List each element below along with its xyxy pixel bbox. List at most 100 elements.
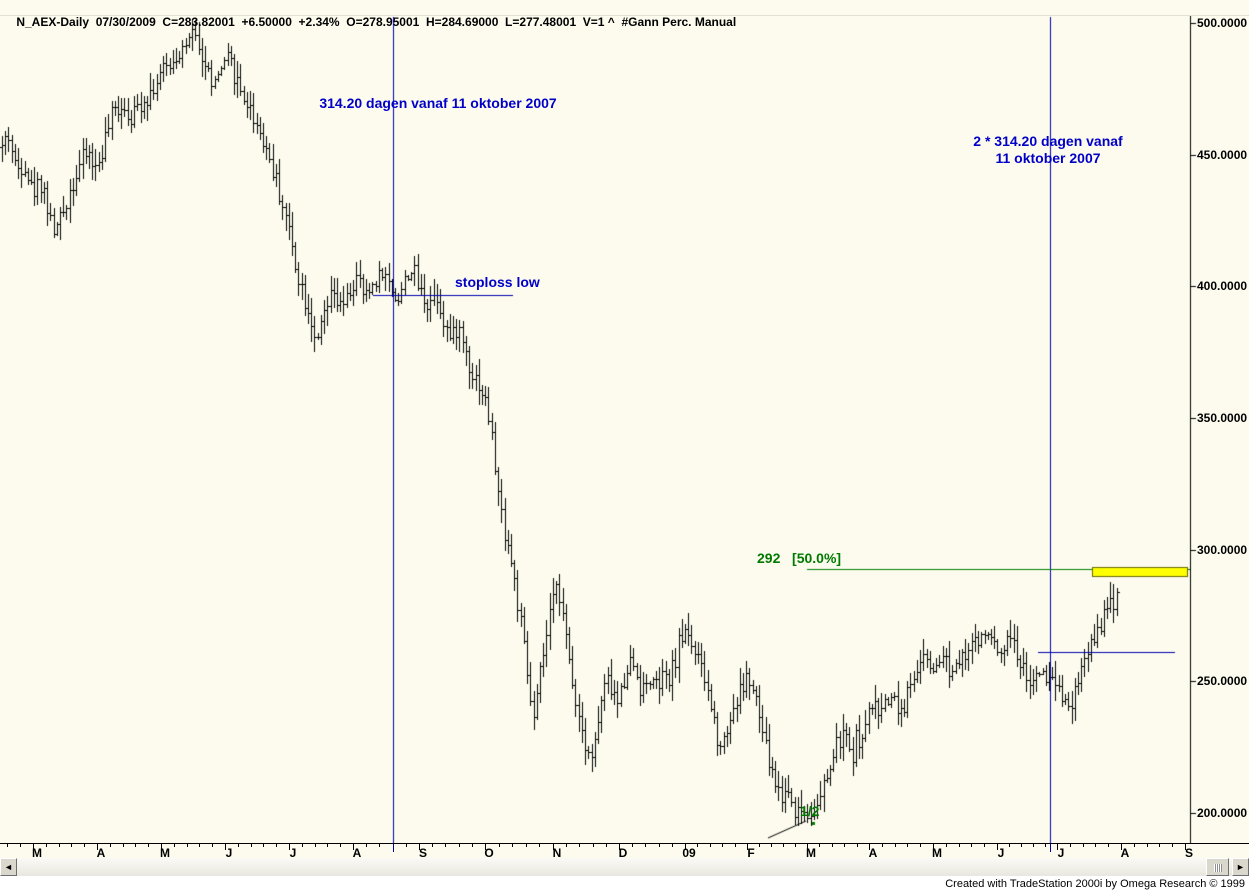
retracement-annotation[interactable]: 292 [50.0%] bbox=[757, 550, 842, 566]
major-tick bbox=[747, 844, 748, 850]
scrollbar-thumb[interactable] bbox=[1206, 858, 1229, 876]
price-axis-label: 300.0000 bbox=[1197, 543, 1248, 557]
scroll-left-button[interactable]: ◄ bbox=[0, 858, 17, 876]
minor-tick bbox=[263, 844, 264, 847]
minor-tick bbox=[1045, 844, 1046, 847]
minor-tick bbox=[539, 844, 540, 847]
time-axis-label: N bbox=[552, 846, 562, 860]
minor-tick bbox=[1134, 844, 1135, 847]
time-axis-label: J bbox=[1057, 846, 1065, 860]
time-axis-label: A bbox=[868, 846, 878, 860]
scrollbar-grip-icon bbox=[1214, 864, 1222, 872]
minor-tick bbox=[579, 844, 580, 847]
price-axis-label: 350.0000 bbox=[1197, 411, 1248, 425]
major-tick bbox=[933, 844, 934, 850]
minor-tick bbox=[1009, 844, 1010, 847]
minor-tick bbox=[123, 844, 124, 847]
minor-tick bbox=[771, 844, 772, 847]
minor-tick bbox=[907, 844, 908, 847]
minor-tick bbox=[187, 844, 188, 847]
minor-tick bbox=[959, 844, 960, 847]
minor-tick bbox=[526, 844, 527, 847]
minor-tick bbox=[1159, 844, 1160, 847]
minor-tick bbox=[459, 844, 460, 847]
major-tick bbox=[619, 844, 620, 850]
minor-tick bbox=[946, 844, 947, 847]
time-axis-label: F bbox=[747, 846, 755, 860]
minor-tick bbox=[971, 844, 972, 847]
price-axis-label: 400.0000 bbox=[1197, 279, 1248, 293]
time-axis-label: J bbox=[997, 846, 1005, 860]
minor-tick bbox=[148, 844, 149, 847]
major-tick bbox=[289, 844, 290, 850]
minor-tick bbox=[832, 844, 833, 847]
cycle1-annotation[interactable]: 314.20 dagen vanaf 11 oktober 2007 bbox=[319, 95, 557, 111]
minor-tick bbox=[593, 844, 594, 847]
price-axis-label: 200.0000 bbox=[1197, 806, 1248, 820]
half-annotation[interactable]: 1/2 bbox=[800, 803, 820, 819]
minor-tick bbox=[212, 844, 213, 847]
scroll-right-icon: ► bbox=[1236, 861, 1245, 872]
major-tick bbox=[33, 844, 34, 850]
minor-tick bbox=[882, 844, 883, 847]
minor-tick bbox=[1070, 844, 1071, 847]
time-axis: M A M J J A S O N D 09 F M A M J J A S bbox=[0, 843, 1249, 860]
major-tick bbox=[161, 844, 162, 850]
major-tick bbox=[553, 844, 554, 850]
minor-tick bbox=[174, 844, 175, 847]
minor-tick bbox=[251, 844, 252, 847]
major-tick bbox=[485, 844, 486, 850]
minor-tick bbox=[340, 844, 341, 847]
time-axis-label: M bbox=[32, 846, 42, 860]
copyright-text: Created with TradeStation 2000i by Omega… bbox=[945, 878, 1245, 890]
major-tick bbox=[419, 844, 420, 850]
time-axis-label: D bbox=[618, 846, 628, 860]
minor-tick bbox=[735, 844, 736, 847]
minor-tick bbox=[302, 844, 303, 847]
minor-tick bbox=[1108, 844, 1109, 847]
major-tick bbox=[1057, 844, 1058, 850]
major-tick bbox=[97, 844, 98, 850]
stoploss-annotation[interactable]: stoploss low bbox=[455, 274, 540, 290]
minor-tick bbox=[135, 844, 136, 847]
time-axis-label: M bbox=[932, 846, 942, 860]
minor-tick bbox=[632, 844, 633, 847]
minor-tick bbox=[406, 844, 407, 847]
price-chart-canvas[interactable] bbox=[0, 16, 1249, 843]
time-axis-label: J bbox=[289, 846, 297, 860]
minor-tick bbox=[659, 844, 660, 847]
minor-tick bbox=[1083, 844, 1084, 847]
time-axis-label: A bbox=[96, 846, 106, 860]
minor-tick bbox=[472, 844, 473, 847]
scroll-right-button[interactable]: ► bbox=[1232, 858, 1249, 876]
minor-tick bbox=[697, 844, 698, 847]
minor-tick bbox=[199, 844, 200, 847]
major-tick bbox=[807, 844, 808, 850]
minor-tick bbox=[857, 844, 858, 847]
minor-tick bbox=[920, 844, 921, 847]
minor-tick bbox=[1033, 844, 1034, 847]
minor-tick bbox=[71, 844, 72, 847]
major-tick bbox=[1121, 844, 1122, 850]
status-strip: Created with TradeStation 2000i by Omega… bbox=[0, 876, 1249, 892]
time-axis-label: M bbox=[160, 846, 170, 860]
cycle2-annotation[interactable]: 2 * 314.20 dagen vanaf 11 oktober 2007 bbox=[973, 133, 1123, 166]
minor-tick bbox=[722, 844, 723, 847]
cycle-line-stub bbox=[1050, 844, 1051, 852]
major-tick bbox=[869, 844, 870, 850]
time-axis-label: O bbox=[484, 846, 494, 860]
major-tick bbox=[1185, 844, 1186, 850]
cycle-line-stub bbox=[393, 844, 394, 852]
chart-area: 500.0000 450.0000 400.0000 350.0000 300.0000… bbox=[0, 16, 1249, 843]
horizontal-scrollbar[interactable]: ◄ ► bbox=[0, 858, 1249, 876]
minor-tick bbox=[710, 844, 711, 847]
minor-tick bbox=[276, 844, 277, 847]
minor-tick bbox=[1021, 844, 1022, 847]
minor-tick bbox=[1147, 844, 1148, 847]
minor-tick bbox=[59, 844, 60, 847]
minor-tick bbox=[1095, 844, 1096, 847]
minor-tick bbox=[512, 844, 513, 847]
minor-tick bbox=[7, 844, 8, 847]
minor-tick bbox=[366, 844, 367, 847]
